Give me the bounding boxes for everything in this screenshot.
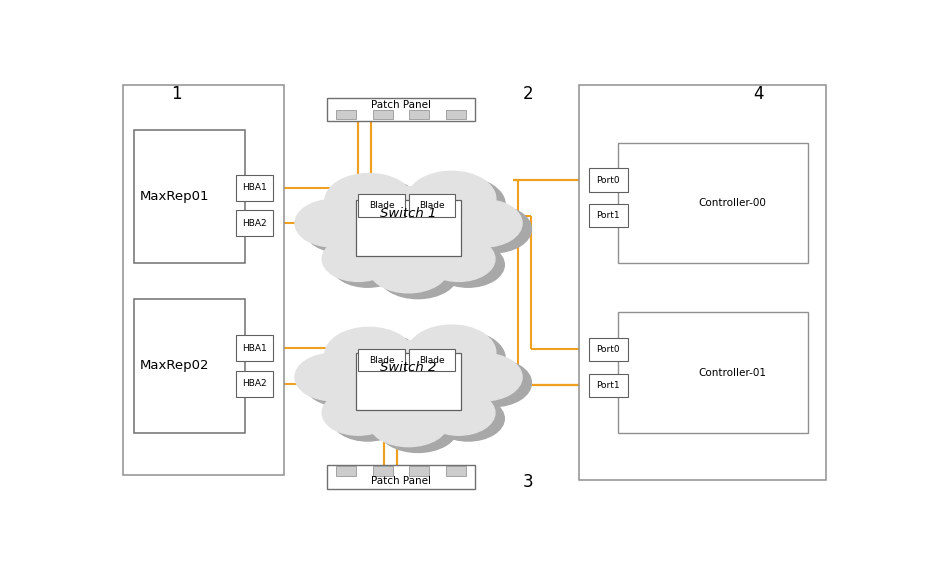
FancyBboxPatch shape [589, 204, 628, 228]
Circle shape [332, 242, 404, 287]
FancyBboxPatch shape [133, 299, 244, 433]
FancyBboxPatch shape [619, 313, 808, 433]
Circle shape [445, 353, 522, 401]
Text: HBA2: HBA2 [242, 379, 267, 389]
Text: Patch Panel: Patch Panel [371, 100, 431, 110]
Text: Blade: Blade [419, 201, 444, 210]
Circle shape [417, 331, 506, 386]
FancyBboxPatch shape [133, 130, 244, 263]
FancyBboxPatch shape [123, 85, 284, 475]
Text: 4: 4 [753, 85, 763, 103]
FancyBboxPatch shape [235, 335, 273, 361]
Text: Controller-01: Controller-01 [698, 368, 766, 378]
FancyBboxPatch shape [336, 466, 356, 475]
Text: Patch Panel: Patch Panel [371, 476, 431, 486]
FancyBboxPatch shape [446, 466, 466, 475]
Circle shape [369, 243, 449, 293]
Circle shape [354, 187, 464, 255]
Circle shape [322, 236, 394, 281]
Circle shape [325, 174, 413, 229]
Text: 3: 3 [523, 473, 533, 491]
Text: Switch 1: Switch 1 [381, 207, 437, 220]
Circle shape [378, 249, 458, 299]
FancyBboxPatch shape [409, 110, 430, 119]
FancyBboxPatch shape [235, 210, 273, 236]
FancyBboxPatch shape [372, 466, 393, 475]
Circle shape [305, 359, 381, 406]
Circle shape [432, 396, 505, 441]
FancyBboxPatch shape [589, 373, 628, 397]
Text: Port0: Port0 [596, 345, 620, 354]
Text: 2: 2 [523, 85, 533, 103]
Text: Switch 2: Switch 2 [381, 361, 437, 374]
Text: Blade: Blade [419, 356, 444, 365]
Circle shape [322, 390, 394, 435]
FancyBboxPatch shape [589, 168, 628, 192]
FancyBboxPatch shape [328, 466, 475, 489]
FancyBboxPatch shape [358, 195, 405, 217]
Text: MaxRep01: MaxRep01 [140, 190, 209, 203]
Circle shape [378, 402, 458, 452]
FancyBboxPatch shape [328, 98, 475, 121]
FancyBboxPatch shape [408, 195, 456, 217]
Text: HBA1: HBA1 [242, 343, 267, 353]
Circle shape [332, 396, 404, 441]
FancyBboxPatch shape [589, 338, 628, 361]
FancyBboxPatch shape [356, 353, 461, 410]
Text: Port1: Port1 [596, 380, 620, 390]
Text: Port1: Port1 [596, 211, 620, 220]
Circle shape [363, 193, 473, 261]
FancyBboxPatch shape [446, 110, 466, 119]
Text: HBA1: HBA1 [242, 183, 267, 192]
Circle shape [334, 333, 422, 388]
FancyBboxPatch shape [235, 175, 273, 200]
FancyBboxPatch shape [356, 200, 461, 256]
Circle shape [445, 200, 522, 247]
Text: 1: 1 [171, 85, 182, 103]
Circle shape [422, 390, 495, 435]
Text: Controller-00: Controller-00 [698, 198, 766, 208]
Circle shape [407, 325, 495, 380]
FancyBboxPatch shape [372, 110, 393, 119]
Circle shape [422, 236, 495, 281]
Text: MaxRep02: MaxRep02 [140, 360, 209, 372]
FancyBboxPatch shape [358, 349, 405, 371]
Circle shape [369, 397, 449, 446]
Circle shape [334, 179, 422, 234]
Circle shape [417, 177, 506, 232]
Circle shape [354, 340, 464, 409]
Circle shape [295, 200, 371, 247]
FancyBboxPatch shape [409, 466, 430, 475]
Circle shape [363, 346, 473, 415]
Circle shape [325, 327, 413, 382]
FancyBboxPatch shape [619, 143, 808, 263]
Text: Blade: Blade [369, 356, 394, 365]
FancyBboxPatch shape [579, 85, 826, 479]
Text: Port0: Port0 [596, 175, 620, 185]
Circle shape [305, 206, 381, 253]
Circle shape [295, 353, 371, 401]
FancyBboxPatch shape [336, 110, 356, 119]
Circle shape [432, 242, 505, 287]
Circle shape [455, 206, 532, 253]
FancyBboxPatch shape [235, 371, 273, 397]
Text: HBA2: HBA2 [242, 219, 267, 228]
Text: Blade: Blade [369, 201, 394, 210]
FancyBboxPatch shape [408, 349, 456, 371]
Circle shape [455, 359, 532, 406]
Circle shape [407, 171, 495, 226]
